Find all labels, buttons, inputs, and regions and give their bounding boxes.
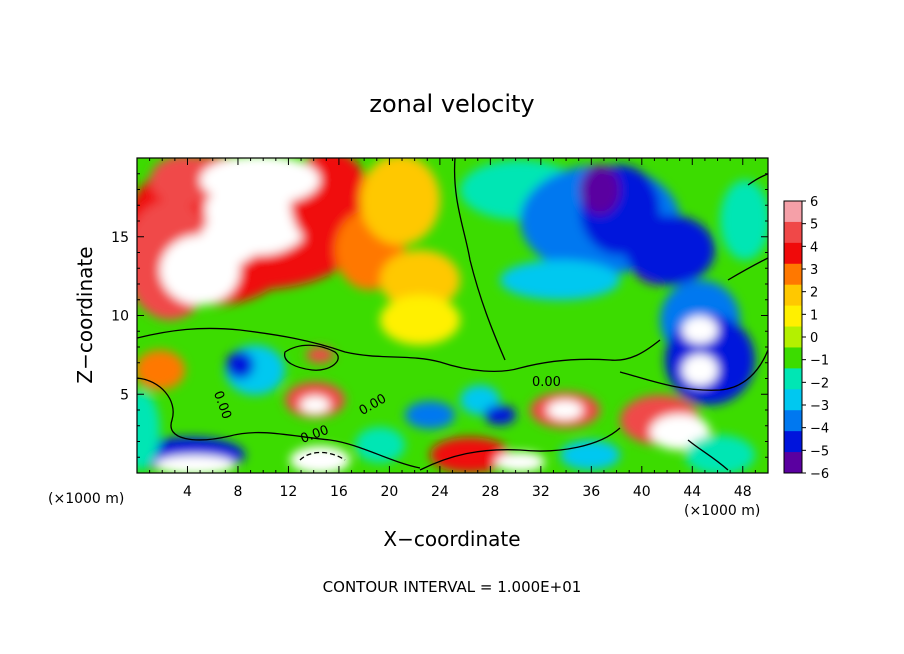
colorbar-swatch — [784, 389, 802, 411]
contour-line — [419, 427, 621, 471]
field-patch — [682, 316, 718, 344]
x-axis: 4 8 12 16 20 24 28 32 36 40 44 48 — [136, 158, 769, 500]
y-axis: 5 10 15 — [111, 157, 768, 474]
colorbar-swatch — [784, 326, 802, 348]
colorbar-tick-label: 5 — [810, 218, 818, 233]
x-unit-label-left: (×1000 m) — [48, 491, 124, 507]
zero-contours — [137, 158, 768, 471]
field-patch — [495, 452, 545, 472]
field-patch — [380, 250, 460, 310]
y-tick-label: 15 — [111, 230, 129, 246]
field-patch — [355, 427, 405, 463]
contour-line — [137, 377, 421, 469]
colorbar-swatch — [784, 410, 802, 432]
x-tick-label: 24 — [431, 484, 449, 500]
chart-title: zonal velocity — [369, 90, 534, 118]
colorbar-tick-label: −6 — [810, 467, 829, 482]
contour-line — [283, 344, 339, 371]
colorbar-tick-label: 0 — [810, 331, 818, 346]
x-tick-label: 28 — [481, 484, 499, 500]
y-tick-label: 10 — [111, 309, 129, 325]
colorbar-swatch — [784, 347, 802, 369]
contour-label: 0.00 — [532, 375, 561, 390]
x-tick-label: 44 — [683, 484, 701, 500]
colorbar-tick-label: −3 — [810, 399, 829, 414]
contour-interval: CONTOUR INTERVAL = 1.000E+01 — [323, 578, 582, 596]
field-patch — [500, 260, 620, 300]
contour-line — [727, 257, 768, 281]
field-patch — [300, 396, 330, 414]
colorbar-swatch — [784, 431, 802, 453]
colorbar-tick-label: −1 — [810, 354, 829, 369]
colorbar-tick-label: 1 — [810, 308, 818, 323]
colorbar-swatch — [784, 221, 802, 244]
field-patch — [200, 158, 320, 205]
x-tick-label: 48 — [734, 484, 752, 500]
colorbar-swatch — [784, 242, 802, 265]
field-patch — [430, 437, 510, 473]
field-patch — [484, 405, 516, 425]
colorbar-tick-label: 2 — [810, 286, 818, 301]
colorbar-swatch — [784, 368, 802, 390]
field-patch — [720, 180, 768, 260]
colorbar-swatch — [784, 263, 802, 286]
x-tick-label: 8 — [233, 484, 242, 500]
x-tick-label: 40 — [633, 484, 651, 500]
field-patch — [137, 390, 160, 470]
colorbar-tick-label: −5 — [810, 444, 829, 459]
x-tick-label: 36 — [582, 484, 600, 500]
velocity-field — [137, 158, 768, 473]
field-patch — [360, 158, 440, 245]
colorbar-tick-label: −4 — [810, 422, 829, 437]
y-axis-label: Z−coordinate — [73, 246, 97, 383]
x-unit-label-right: (×1000 m) — [684, 503, 760, 519]
x-tick-label: 16 — [330, 484, 348, 500]
field-patch — [682, 354, 718, 386]
field-patch — [580, 165, 620, 215]
x-axis-label: X−coordinate — [383, 527, 520, 551]
contour-line — [453, 158, 506, 361]
field-patch — [405, 401, 455, 429]
colorbar-swatch — [784, 452, 802, 474]
y-tick-label: 5 — [120, 387, 129, 403]
field-patch — [137, 350, 185, 390]
field-patch — [380, 295, 460, 345]
plot-area: 0.00 0.00 0.00 0.00 — [137, 158, 768, 473]
contour-line — [687, 439, 729, 471]
field-patch — [306, 347, 334, 363]
contour-line — [299, 451, 346, 461]
field-patch — [685, 435, 755, 473]
x-tick-label: 12 — [280, 484, 298, 500]
x-tick-label: 32 — [532, 484, 550, 500]
field-patch — [155, 455, 235, 473]
field-patch — [200, 215, 260, 265]
contour-line — [747, 173, 768, 186]
colorbar-tick-label: 4 — [810, 240, 818, 255]
field-patch — [150, 158, 220, 205]
colorbar-swatch — [784, 305, 802, 328]
colorbar-tick-label: 6 — [810, 195, 818, 210]
field-patch — [290, 446, 350, 473]
colorbar-tick-label: −2 — [810, 376, 829, 391]
field-patch — [226, 351, 254, 379]
colorbar-swatch — [784, 284, 802, 307]
field-patch — [547, 400, 583, 420]
field-patch — [625, 215, 715, 285]
contour-line — [137, 327, 661, 373]
colorbar-swatch — [784, 201, 802, 223]
x-tick-label: 20 — [380, 484, 398, 500]
colorbar-tick-label: 3 — [810, 263, 818, 278]
colorbar: 6 5 4 3 2 1 0 −1 −2 −3 −4 −5 −6 — [783, 195, 829, 482]
field-patch — [650, 414, 710, 450]
contour-line — [619, 349, 768, 391]
x-tick-label: 4 — [183, 484, 192, 500]
